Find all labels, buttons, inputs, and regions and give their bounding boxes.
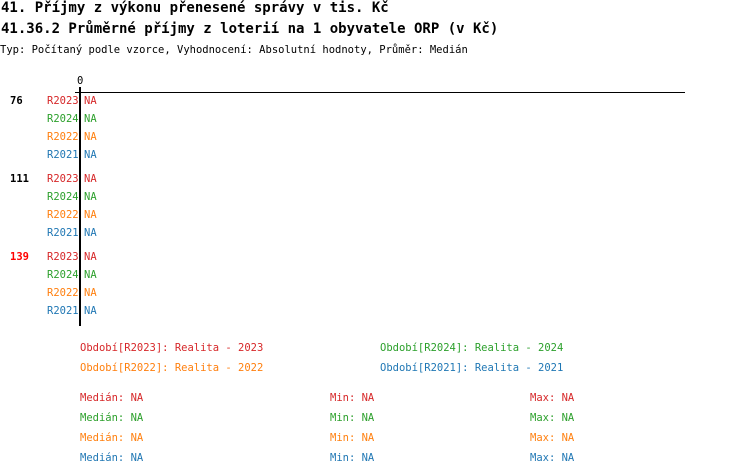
stat-max: Max: NA [530, 392, 575, 404]
series-label: R2023 [47, 251, 79, 263]
value-label: NA [84, 149, 97, 161]
stat-median: Medián: NA [80, 392, 144, 404]
value-label: NA [84, 251, 97, 263]
legend-item: Období[R2024]: Realita - 2024 [380, 342, 564, 354]
series-label: R2024 [47, 269, 79, 281]
value-label: NA [84, 227, 97, 239]
value-label: NA [84, 131, 97, 143]
stat-min: Min: NA [330, 432, 375, 444]
series-label: R2022 [47, 131, 79, 143]
value-label: NA [84, 305, 97, 317]
group-label: 111 [10, 173, 29, 185]
stat-median: Medián: NA [80, 452, 144, 464]
chart-subtitle: 41.36.2 Průměrné příjmy z loterií na 1 o… [1, 21, 499, 37]
chart-info: Typ: Počítaný podle vzorce, Vyhodnocení:… [0, 44, 468, 56]
stat-max: Max: NA [530, 432, 575, 444]
legend-item: Období[R2021]: Realita - 2021 [380, 362, 564, 374]
series-label: R2024 [47, 191, 79, 203]
value-label: NA [84, 191, 97, 203]
series-label: R2022 [47, 209, 79, 221]
value-label: NA [84, 287, 97, 299]
series-label: R2022 [47, 287, 79, 299]
series-label: R2021 [47, 149, 79, 161]
group-label: 139 [10, 251, 29, 263]
series-label: R2023 [47, 95, 79, 107]
value-label: NA [84, 113, 97, 125]
legend-item: Období[R2023]: Realita - 2023 [80, 342, 264, 354]
stat-median: Medián: NA [80, 432, 144, 444]
value-label: NA [84, 173, 97, 185]
stat-max: Max: NA [530, 412, 575, 424]
value-label: NA [84, 209, 97, 221]
series-label: R2023 [47, 173, 79, 185]
value-label: NA [84, 269, 97, 281]
stat-min: Min: NA [330, 412, 375, 424]
series-label: R2024 [47, 113, 79, 125]
series-label: R2021 [47, 305, 79, 317]
group-label: 76 [10, 95, 23, 107]
y-axis-line [79, 87, 81, 326]
series-label: R2021 [47, 227, 79, 239]
x-tick-label: 0 [77, 75, 84, 87]
stat-max: Max: NA [530, 452, 575, 464]
stat-min: Min: NA [330, 452, 375, 464]
value-label: NA [84, 95, 97, 107]
page-title: 41. Příjmy z výkonu přenesené správy v t… [1, 0, 389, 16]
stat-min: Min: NA [330, 392, 375, 404]
legend-item: Období[R2022]: Realita - 2022 [80, 362, 264, 374]
x-axis-line [75, 92, 685, 93]
stat-median: Medián: NA [80, 412, 144, 424]
